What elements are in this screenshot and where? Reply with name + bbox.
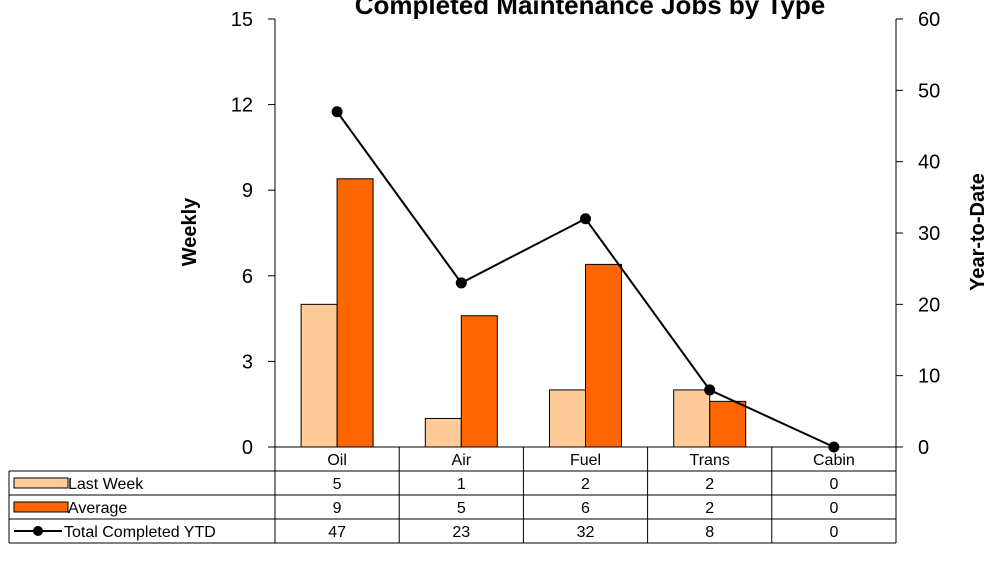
legend-label-total-completed-ytd: Total Completed YTD [64, 524, 216, 541]
x-tick-label-air: Air [452, 452, 472, 469]
table-cell: 0 [829, 524, 838, 541]
data-table: Oil Air Fuel Trans Cabin Last Week 5 1 2 2 0 Averag… [8, 446, 897, 544]
ytd-point-air [455, 277, 467, 289]
y-left-tick-label: 6 [242, 266, 253, 288]
ytd-point-fuel [580, 213, 591, 225]
legend-label-last-week: Last Week [68, 476, 144, 493]
y-left-tick-label: 15 [231, 9, 253, 31]
bar-last-week-air [424, 417, 462, 448]
table-cell: 0 [829, 476, 838, 493]
y-right-tick-label: 0 [918, 437, 929, 459]
ytd-point-trans [704, 384, 716, 396]
chart-title: Completed Maintenance Jobs by Type [355, 0, 826, 20]
table-cell: 23 [452, 524, 470, 541]
table-cell: 2 [705, 476, 714, 493]
table-cell: 6 [581, 500, 590, 517]
table-cell: 2 [705, 500, 714, 517]
bar-average-oil [336, 178, 374, 448]
legend-swatch-last-week [13, 477, 69, 489]
bar-last-week-oil [300, 303, 338, 448]
y-right-tick-label: 60 [918, 9, 940, 31]
bar-group [300, 178, 747, 448]
x-tick-label-trans: Trans [690, 452, 730, 469]
y-axis-left-title: Weekly [179, 197, 201, 266]
y-axis-right-title: Year-to-Date [967, 173, 989, 291]
y-right-tick-label: 20 [918, 294, 940, 316]
y-right-tick-label: 50 [918, 80, 940, 102]
x-tick-label-fuel: Fuel [570, 452, 601, 469]
table-cell: 32 [577, 524, 595, 541]
y-left-tick-label: 12 [231, 95, 253, 117]
y-left-tick-label: 9 [242, 180, 253, 202]
bar-average-air [460, 315, 498, 448]
bar-average-fuel [585, 263, 622, 448]
legend-swatch-average [13, 501, 69, 513]
table-cell: 47 [328, 524, 346, 541]
ytd-point-oil [331, 106, 343, 118]
y-left-tick-label: 3 [242, 351, 253, 373]
x-tick-label-oil: Oil [327, 452, 347, 469]
table-cell: 5 [457, 500, 466, 517]
legend-marker-ytd [33, 526, 43, 536]
table-cell: 5 [333, 476, 342, 493]
y-right-tick-label: 10 [918, 366, 940, 388]
legend-label-average: Average [68, 500, 127, 517]
table-cell: 2 [581, 476, 590, 493]
bar-average-trans [709, 400, 747, 448]
table-cell: 8 [705, 524, 714, 541]
y-right-tick-label: 40 [918, 152, 940, 174]
bar-last-week-trans [673, 389, 711, 448]
table-cell: 9 [333, 500, 342, 517]
table-cell: 1 [457, 476, 466, 493]
y-left-tick-label: 0 [242, 437, 253, 459]
bar-last-week-fuel [549, 389, 586, 448]
y-right-tick-label: 30 [918, 223, 940, 245]
x-tick-label-cabin: Cabin [813, 452, 855, 469]
table-cell: 0 [829, 500, 838, 517]
ytd-line-group [331, 106, 840, 453]
